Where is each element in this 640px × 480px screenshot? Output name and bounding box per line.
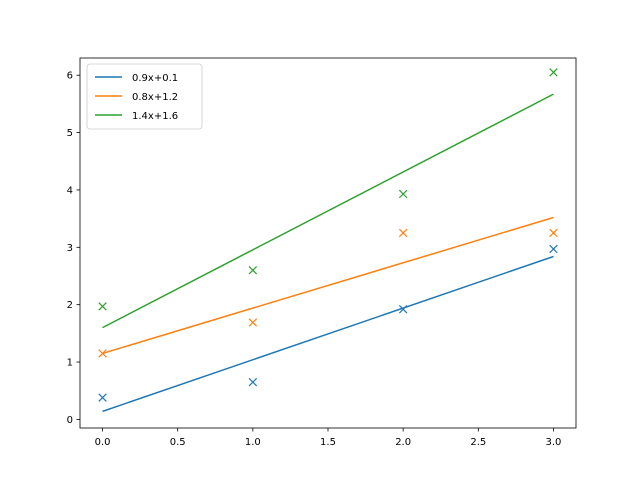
data-point-marker (98, 393, 107, 402)
series-1 (98, 244, 558, 413)
series-line (102, 255, 554, 413)
y-axis: 0 1 2 3 4 5 6 (67, 71, 80, 426)
y-tick-label: 1 (67, 358, 73, 369)
data-point-marker (248, 377, 258, 387)
series-line (102, 93, 554, 329)
legend: 0.9x+0.1 0.8x+1.2 1.4x+1.6 (86, 63, 203, 130)
data-point-marker (549, 228, 558, 238)
data-point-marker (398, 189, 408, 199)
data-point-marker (398, 228, 408, 238)
legend-label: 0.9x+0.1 (132, 73, 178, 84)
data-point-marker (248, 318, 258, 327)
x-tick-label: 2.0 (395, 437, 411, 448)
x-tick-label: 1.5 (320, 437, 336, 448)
legend-box (86, 63, 203, 130)
x-tick-label: 2.5 (470, 437, 486, 448)
y-tick-label: 6 (67, 71, 73, 82)
y-tick-label: 3 (67, 243, 73, 254)
data-point-marker (248, 266, 258, 275)
series-line (102, 216, 554, 355)
data-point-marker (549, 68, 558, 77)
series-2 (98, 216, 558, 358)
legend-label: 0.8x+1.2 (132, 92, 178, 103)
x-tick-label: 3.0 (546, 437, 562, 448)
y-tick-label: 4 (67, 185, 73, 196)
series-3 (98, 68, 558, 329)
data-point-marker (98, 349, 107, 358)
y-tick-label: 5 (67, 128, 73, 139)
data-point-marker (98, 302, 107, 311)
data-point-marker (398, 305, 408, 314)
y-tick-label: 2 (67, 300, 73, 311)
x-axis: 0.0 0.5 1.0 1.5 2.0 2.5 3.0 (95, 428, 562, 448)
plot-area (98, 68, 558, 413)
x-tick-label: 0.5 (170, 437, 186, 448)
data-point-marker (549, 244, 558, 254)
y-tick-label: 0 (67, 415, 73, 426)
x-tick-label: 1.0 (245, 437, 261, 448)
x-tick-label: 0.0 (95, 437, 111, 448)
legend-label: 1.4x+1.6 (132, 111, 178, 122)
